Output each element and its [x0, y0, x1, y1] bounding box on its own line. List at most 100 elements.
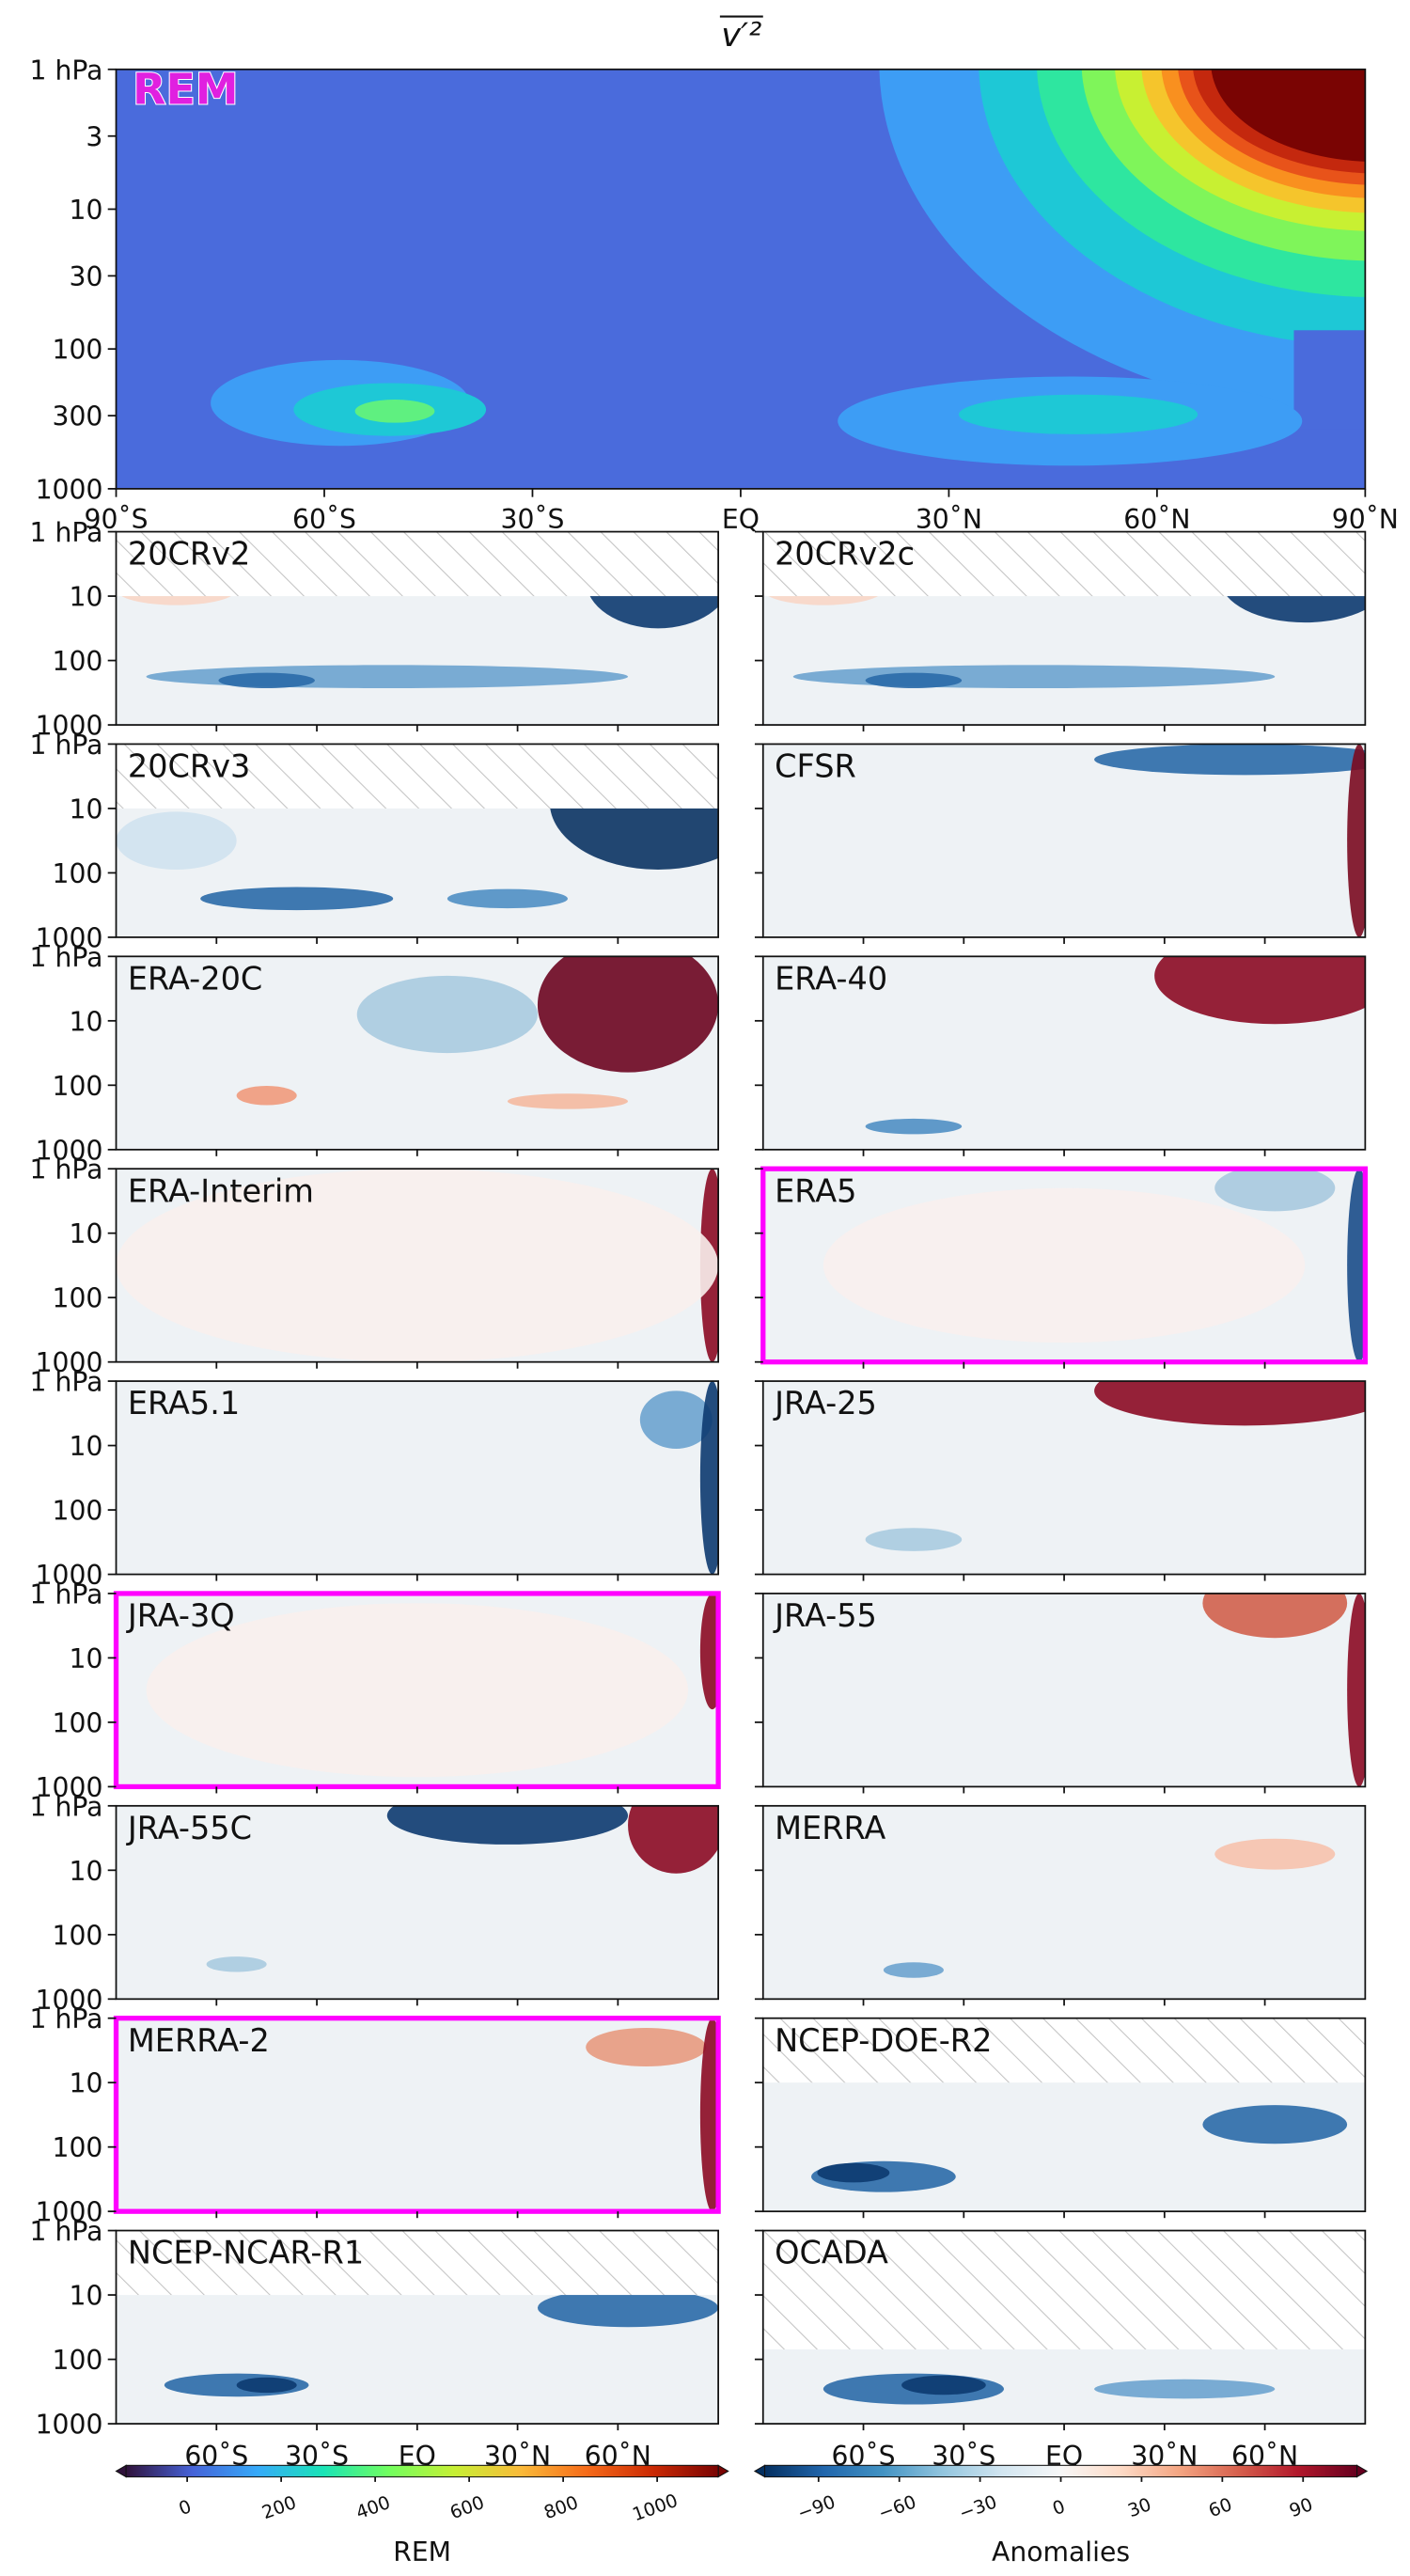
x-tick-label: 60˚N: [1123, 504, 1190, 535]
colorbar-extend: [1356, 2464, 1369, 2478]
contour-fill: [762, 744, 1366, 937]
panel-name: ERA-40: [775, 961, 887, 997]
contour-fill: [236, 2377, 297, 2394]
plot-area: [762, 1169, 1366, 1362]
y-tick-label: 1 hPa: [30, 1367, 103, 1398]
figure-title: v′²: [721, 16, 761, 55]
plot-area: [762, 744, 1366, 937]
contour-fill: [1214, 1169, 1336, 1212]
plot-area: [116, 531, 719, 726]
contour-fill: [507, 1093, 629, 1109]
y-tick-label: 100: [53, 1496, 103, 1527]
colorbar-label: REM: [393, 2537, 451, 2568]
x-tick-label: 60˚S: [292, 504, 356, 535]
contour-fill: [1094, 744, 1366, 776]
plot-area: [762, 1381, 1366, 1575]
plot-area: [116, 1381, 719, 1575]
plot-area: [762, 531, 1366, 726]
colorbar: [125, 2464, 719, 2478]
contour-fill: [206, 1956, 267, 1972]
plot-area: [762, 1593, 1366, 1787]
contour-fill: [822, 1187, 1306, 1343]
contour-fill: [1211, 69, 1366, 162]
contour-fill: [901, 2375, 986, 2395]
y-tick-label: 1 hPa: [30, 55, 103, 86]
contour-fill: [865, 672, 963, 689]
y-tick-label: 1000: [36, 1985, 103, 2016]
contour-fill: [1094, 2379, 1276, 2399]
axes-frame: [761, 1380, 1367, 1576]
contour-fill: [865, 1528, 963, 1551]
panel-name: ERA5.1: [128, 1385, 240, 1422]
hatched-region: [116, 2230, 719, 2296]
y-tick-label: 100: [53, 858, 103, 889]
y-tick-label: 10: [69, 582, 102, 613]
y-tick-label: 1000: [36, 711, 103, 742]
plot-area: [762, 2018, 1366, 2212]
hatched-region: [762, 531, 1366, 597]
colorbar-label: Anomalies: [992, 2537, 1130, 2568]
contour-fill: [959, 394, 1198, 434]
colorbar-extend: [753, 2464, 766, 2478]
contour-fill: [699, 1593, 719, 1710]
contour-fill: [354, 400, 435, 423]
panel-name: OCADA: [775, 2235, 888, 2271]
hatched-region: [762, 2018, 1366, 2083]
contour-fill: [699, 2018, 719, 2212]
contour-fill: [218, 672, 315, 689]
hatched-region: [116, 744, 719, 809]
y-tick-label: 10: [69, 794, 102, 825]
contour-fill: [1293, 330, 1366, 430]
y-tick-label: 100: [53, 1283, 103, 1314]
contour-fill: [1202, 1593, 1348, 1639]
contour-fill: [146, 1603, 689, 1778]
contour-fill: [1347, 744, 1366, 937]
panel-name: MERRA: [775, 1810, 885, 1846]
contour-fill: [116, 811, 237, 871]
x-tick-label: 30˚S: [501, 504, 565, 535]
plot-area: [116, 2018, 719, 2212]
colorbar-tick-label: 0: [1050, 2495, 1068, 2520]
y-tick-label: 100: [53, 335, 103, 366]
y-tick-label: 10: [69, 195, 102, 226]
panel-name: ERA-20C: [128, 961, 262, 997]
contour-fill: [1202, 2105, 1348, 2144]
plot-area: [116, 2230, 719, 2425]
panel-name: ERA-Interim: [128, 1172, 314, 1209]
plot-area: [116, 1805, 719, 2000]
colorbar-tick-label: −30: [956, 2490, 999, 2524]
contour-fill: [537, 2288, 719, 2328]
y-tick-label: 1000: [36, 2197, 103, 2228]
colorbar-tick-label: 800: [541, 2491, 582, 2523]
panel-name: 20CRv3: [128, 748, 251, 785]
contour-fill: [1214, 1838, 1336, 1870]
colorbar-tick-label: 60: [1206, 2493, 1235, 2521]
y-tick-label: 30: [69, 261, 102, 292]
contour-fill: [116, 1169, 719, 1362]
contour-fill: [817, 2162, 890, 2183]
contour-fill: [792, 665, 1276, 689]
y-tick-label: 1 hPa: [30, 1791, 103, 1822]
contour-fill: [200, 887, 394, 911]
contour-fill: [1094, 1381, 1366, 1426]
panel-name: NCEP-NCAR-R1: [128, 2235, 364, 2271]
plot-area: [762, 1805, 1366, 2000]
plot-area: [116, 744, 719, 937]
y-tick-label: 100: [53, 2132, 103, 2163]
y-tick-label: 1 hPa: [30, 730, 103, 761]
panel-name: CFSR: [775, 748, 856, 785]
contour-fill: [236, 1085, 297, 1106]
y-tick-label: 1000: [36, 1772, 103, 1803]
y-tick-label: 1 hPa: [30, 942, 103, 973]
panel-name: 20CRv2: [128, 536, 251, 573]
y-tick-label: 1 hPa: [30, 1154, 103, 1186]
panel-name: JRA-25: [773, 1385, 877, 1422]
colorbar: [764, 2464, 1358, 2478]
colorbar-tick-label: −90: [794, 2490, 838, 2524]
contour-fill: [865, 1118, 963, 1135]
y-tick-label: 1000: [36, 1347, 103, 1378]
y-tick-label: 1 hPa: [30, 2003, 103, 2034]
contour-fill: [699, 1381, 719, 1575]
colorbar-extend: [717, 2464, 729, 2478]
contour-fill: [116, 1381, 719, 1575]
